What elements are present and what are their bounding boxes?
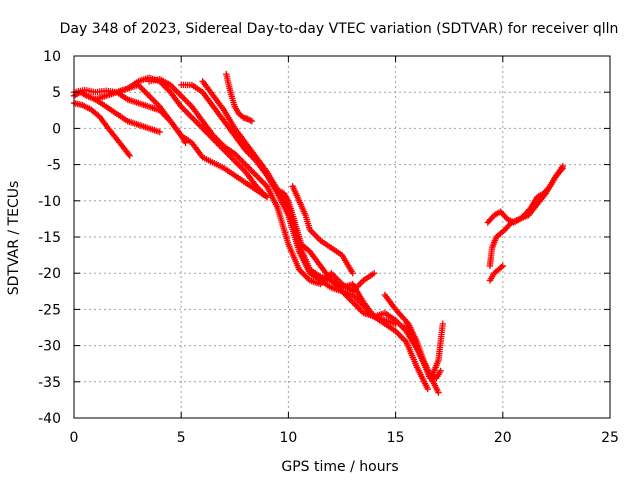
series-arc-14 xyxy=(486,262,506,284)
series-arc-9 xyxy=(223,70,256,125)
y-tick-label: -5 xyxy=(47,158,61,174)
data-point xyxy=(437,367,444,375)
data-point xyxy=(244,115,251,123)
data-point xyxy=(245,116,253,123)
data-point xyxy=(125,151,132,158)
x-axis-label: GPS time / hours xyxy=(281,459,398,475)
data-point xyxy=(156,128,163,136)
data-point xyxy=(498,263,505,271)
data-point xyxy=(526,206,533,213)
tick-labels: 0 5 10 15 20 25 10 5 0 -5 -10 -15 -20 -25 -30 -35 -40 xyxy=(38,49,619,446)
data-layer xyxy=(70,70,567,396)
series-arc-10 xyxy=(274,186,399,328)
data-point xyxy=(439,320,446,328)
y-tick-label: -35 xyxy=(38,375,61,391)
y-tick-label: -20 xyxy=(38,266,61,282)
y-tick-label: -15 xyxy=(38,230,61,246)
y-tick-label: -40 xyxy=(38,411,61,427)
data-point xyxy=(247,117,254,124)
x-tick-label: 25 xyxy=(601,430,619,446)
data-point xyxy=(370,270,378,277)
series-arc-16 xyxy=(484,165,567,226)
x-tick-label: 10 xyxy=(279,430,297,446)
data-point xyxy=(499,262,506,270)
data-point xyxy=(349,270,356,277)
y-axis-label: SDTVAR / TECUs xyxy=(6,181,22,296)
data-point xyxy=(558,166,565,173)
y-tick-label: 0 xyxy=(52,121,61,137)
x-tick-label: 0 xyxy=(70,430,79,446)
data-point xyxy=(545,184,552,191)
y-tick-label: 10 xyxy=(43,49,61,65)
data-point xyxy=(435,389,442,396)
y-tick-label: 5 xyxy=(52,85,61,101)
data-point xyxy=(424,385,431,393)
data-point xyxy=(559,165,567,172)
series-arc-11 xyxy=(289,183,356,277)
chart-title: Day 348 of 2023, Sidereal Day-to-day VTE… xyxy=(60,21,619,37)
data-point xyxy=(392,320,399,328)
y-tick-label: -25 xyxy=(38,302,61,318)
y-tick-label: -10 xyxy=(38,194,61,210)
grid-lines xyxy=(74,56,610,418)
x-tick-label: 5 xyxy=(177,430,186,446)
data-point xyxy=(248,117,256,125)
data-point xyxy=(126,152,133,160)
x-tick-label: 15 xyxy=(387,430,405,446)
x-tick-label: 20 xyxy=(494,430,512,446)
axis-ticks xyxy=(73,55,611,419)
y-tick-label: -30 xyxy=(38,339,61,355)
series-arc-13 xyxy=(403,320,446,382)
data-point xyxy=(263,193,271,201)
